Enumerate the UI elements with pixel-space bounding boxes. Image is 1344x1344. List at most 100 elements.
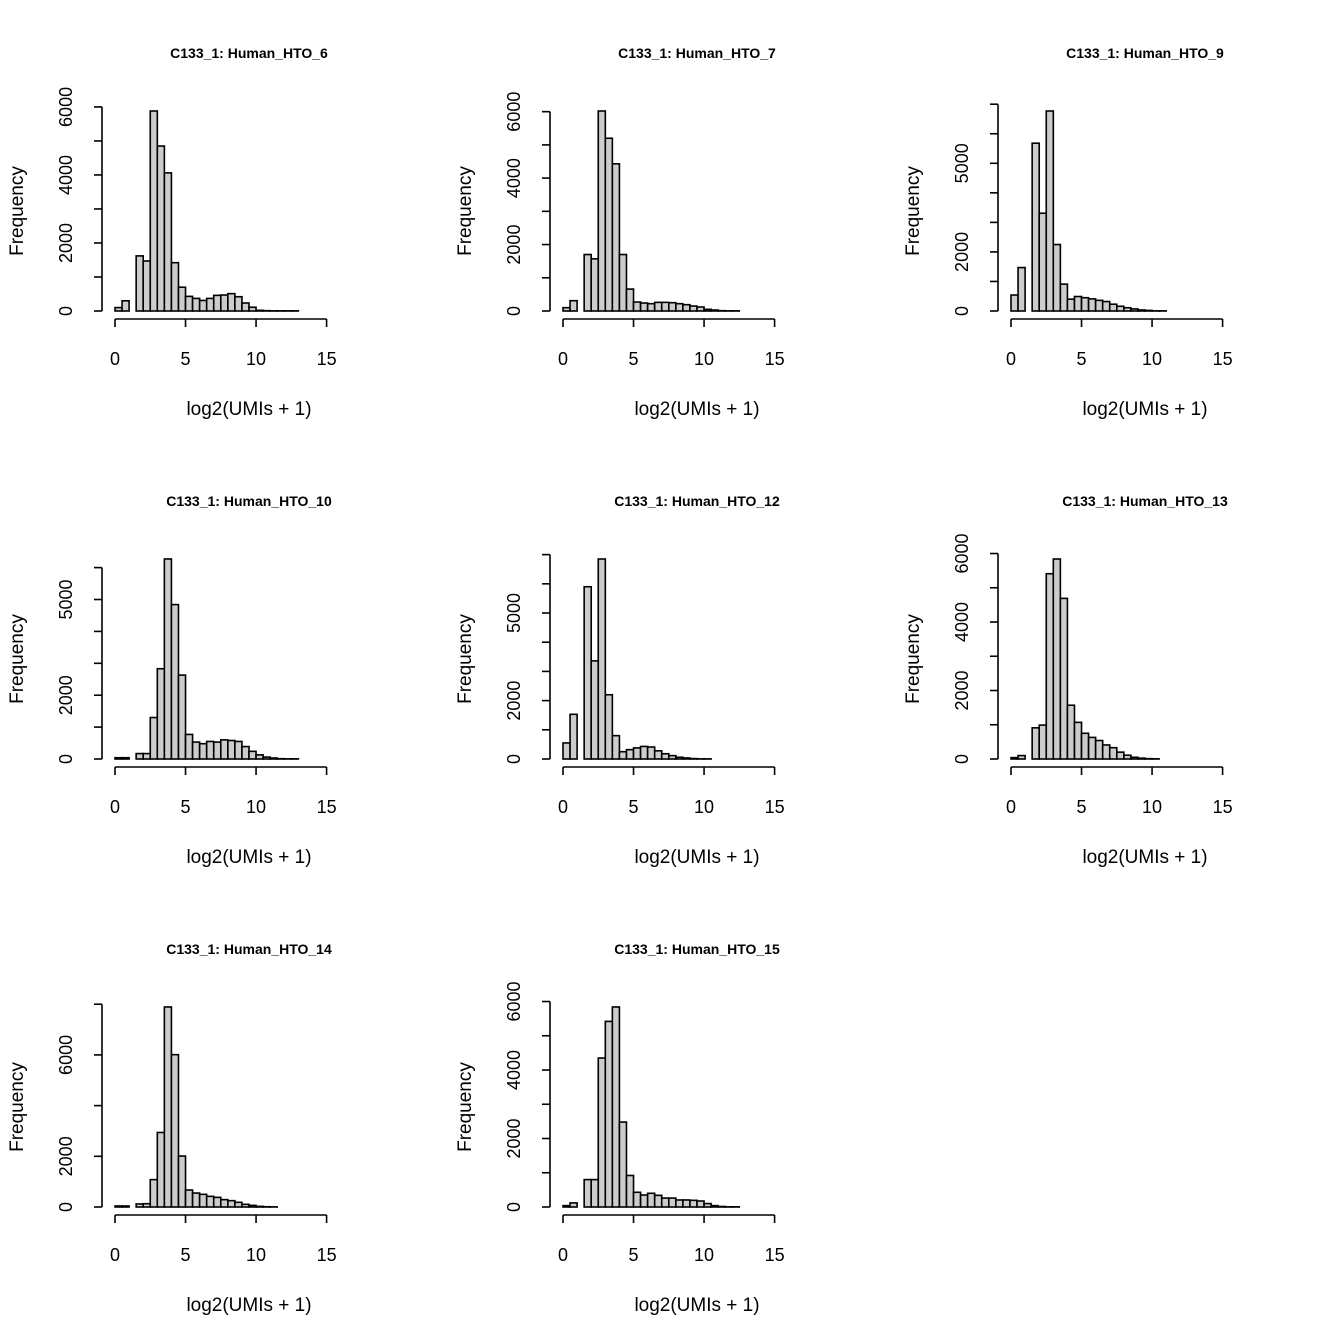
y-axis-label: Frequency: [903, 614, 924, 704]
histogram-bar: [675, 1199, 684, 1208]
x-tick-label: 5: [181, 797, 191, 817]
histogram-bar: [597, 558, 607, 760]
histogram-bar: [212, 1196, 222, 1208]
histogram-bar: [1038, 724, 1048, 760]
histogram-bar: [241, 302, 250, 312]
x-tick-label: 5: [1077, 349, 1087, 369]
histogram-bar: [198, 299, 208, 312]
panel-title: C133_1: Human_HTO_13: [1062, 493, 1228, 509]
histogram-bar: [1137, 309, 1146, 312]
histogram-bar: [212, 741, 222, 760]
y-tick-label: 2000: [504, 1118, 524, 1158]
histogram-bar: [696, 1200, 705, 1208]
x-tick-label: 10: [246, 797, 266, 817]
histogram-bar: [1066, 704, 1076, 760]
histogram-bar: [177, 1155, 187, 1208]
y-tick-label: 0: [504, 754, 524, 764]
histogram-bar: [142, 752, 152, 760]
histogram-bar: [177, 674, 187, 760]
histogram-bar: [149, 110, 159, 312]
histogram-bar: [177, 286, 187, 312]
histogram-bar: [191, 297, 201, 312]
histogram-bar: [604, 1020, 614, 1208]
histogram-panel: C133_1: Human_HTO_14 0 5 10 15 log2(UMIs + 1)…: [7, 941, 337, 1316]
x-axis-label: log2(UMIs + 1): [634, 399, 759, 420]
histogram-bar: [632, 301, 642, 312]
histogram-bar: [1137, 757, 1146, 760]
histogram-bar: [717, 1205, 727, 1208]
y-axis-label: Frequency: [455, 166, 476, 256]
histogram-bar: [703, 308, 712, 312]
histogram-bar: [1108, 303, 1118, 312]
histogram-bar: [625, 288, 635, 312]
histogram-bar: [618, 253, 628, 312]
histogram-bar: [611, 1006, 621, 1208]
histogram-bar: [184, 1189, 194, 1208]
histogram-bar: [646, 1192, 656, 1208]
x-tick-label: 0: [1006, 349, 1016, 369]
histogram-bar: [1115, 751, 1125, 760]
x-tick-label: 15: [765, 349, 785, 369]
histogram-bar: [660, 301, 670, 312]
histogram-bar: [198, 742, 208, 760]
histogram-bar: [590, 660, 600, 760]
x-tick-label: 5: [181, 1245, 191, 1265]
x-tick-label: 15: [317, 349, 337, 369]
y-axis-label: Frequency: [7, 614, 28, 704]
histogram-bar: [632, 1191, 642, 1208]
x-tick-label: 0: [1006, 797, 1016, 817]
histogram-bar: [625, 1174, 635, 1208]
histogram-bar: [590, 258, 600, 312]
histogram-bar: [689, 1199, 698, 1208]
histogram-bar: [198, 1193, 208, 1208]
histogram-bar: [1073, 295, 1083, 312]
x-tick-label: 5: [1077, 797, 1087, 817]
histogram-bar: [135, 255, 145, 312]
histogram-bar: [562, 1204, 571, 1208]
histogram-bar: [639, 1194, 649, 1208]
histogram-panel: C133_1: Human_HTO_9 0 5 10 15 log2(UMIs + 1) 0…: [903, 45, 1233, 420]
histogram-bar: [590, 1178, 600, 1208]
x-tick-label: 15: [317, 1245, 337, 1265]
histogram-bar: [1087, 736, 1097, 760]
x-tick-label: 0: [110, 797, 120, 817]
x-tick-label: 10: [1142, 349, 1162, 369]
histogram-bar: [184, 733, 194, 760]
y-tick-label: 0: [952, 306, 972, 316]
histogram-bar: [1080, 732, 1090, 760]
histogram-panel: C133_1: Human_HTO_15 0 5 10 15 log2(UMIs + 1)…: [455, 941, 785, 1316]
histogram-bar: [255, 754, 264, 760]
x-tick-label: 10: [694, 797, 714, 817]
panel-title: C133_1: Human_HTO_10: [166, 493, 332, 509]
histogram-bar: [618, 1121, 628, 1208]
x-tick-label: 15: [317, 797, 337, 817]
histogram-bar: [1045, 110, 1055, 312]
histogram-bar: [227, 1199, 236, 1208]
histogram-bar: [639, 302, 649, 312]
histogram-bar: [114, 1205, 123, 1208]
x-axis-label: log2(UMIs + 1): [186, 399, 311, 420]
histogram-bar: [1010, 756, 1019, 760]
y-tick-label: 2000: [952, 670, 972, 710]
panel-title: C133_1: Human_HTO_15: [614, 941, 780, 957]
y-tick-label: 2000: [56, 223, 76, 263]
histogram-bar: [653, 301, 663, 312]
histogram-bar: [611, 734, 621, 760]
x-tick-label: 15: [765, 797, 785, 817]
panel-title: C133_1: Human_HTO_6: [170, 45, 328, 61]
histogram-bar: [1038, 212, 1048, 312]
histogram-bar: [205, 297, 215, 312]
x-tick-label: 10: [246, 1245, 266, 1265]
histogram-bar: [569, 1202, 578, 1208]
y-tick-label: 6000: [504, 981, 524, 1021]
histogram-bar: [604, 693, 614, 760]
histogram-panel: C133_1: Human_HTO_13 0 5 10 15 log2(UMIs + 1)…: [903, 493, 1233, 868]
histogram-bar: [660, 1197, 670, 1208]
histogram-bar: [562, 742, 571, 760]
histogram-bar: [163, 1006, 173, 1208]
histogram-bar: [1017, 266, 1026, 312]
x-tick-label: 0: [558, 797, 568, 817]
histogram-bar: [583, 253, 593, 312]
histogram-bar: [1052, 243, 1062, 312]
